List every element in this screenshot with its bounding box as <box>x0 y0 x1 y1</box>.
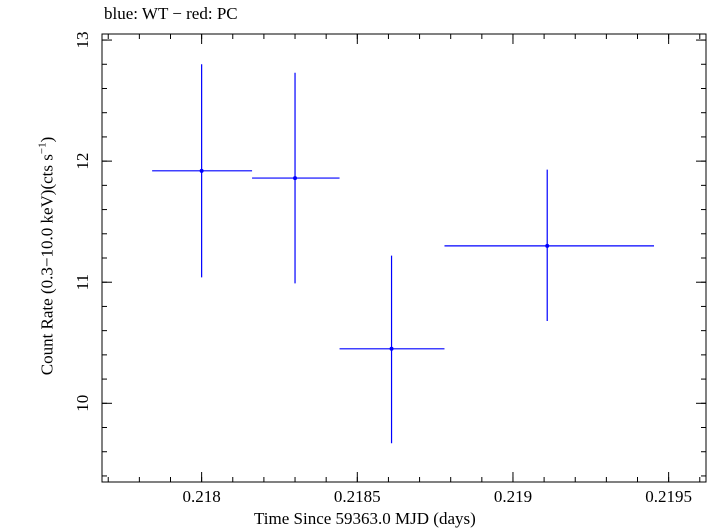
data-point <box>199 168 204 173</box>
y-axis-label-close: ) <box>37 136 57 143</box>
x-axis-label: Time Since 59363.0 MJD (days) <box>254 509 476 528</box>
data-point <box>545 243 550 248</box>
x-tick-label: 0.2185 <box>334 487 381 506</box>
data-point <box>389 346 394 351</box>
axis-ticks: 0.218 0.2185 0.219 0.2195 10 11 12 13 <box>73 32 706 506</box>
y-axis-label-main: Count Rate (0.3−10.0 keV)(cts s <box>37 154 57 376</box>
plot-frame <box>101 33 707 483</box>
y-tick-label: 12 <box>73 153 92 170</box>
y-tick-label: 10 <box>73 395 92 412</box>
y-tick-label: 11 <box>73 274 92 290</box>
x-tick-label: 0.218 <box>183 487 221 506</box>
data-layer <box>152 64 655 444</box>
y-tick-label: 13 <box>73 32 92 49</box>
chart-title: blue: WT − red: PC <box>104 4 238 23</box>
x-tick-label: 0.2195 <box>645 487 692 506</box>
data-point <box>293 176 298 181</box>
y-axis-label: Count Rate (0.3−10.0 keV)(cts s−1) <box>37 137 58 376</box>
x-tick-label: 0.219 <box>494 487 532 506</box>
y-axis-label-exponent: −1 <box>36 142 49 155</box>
